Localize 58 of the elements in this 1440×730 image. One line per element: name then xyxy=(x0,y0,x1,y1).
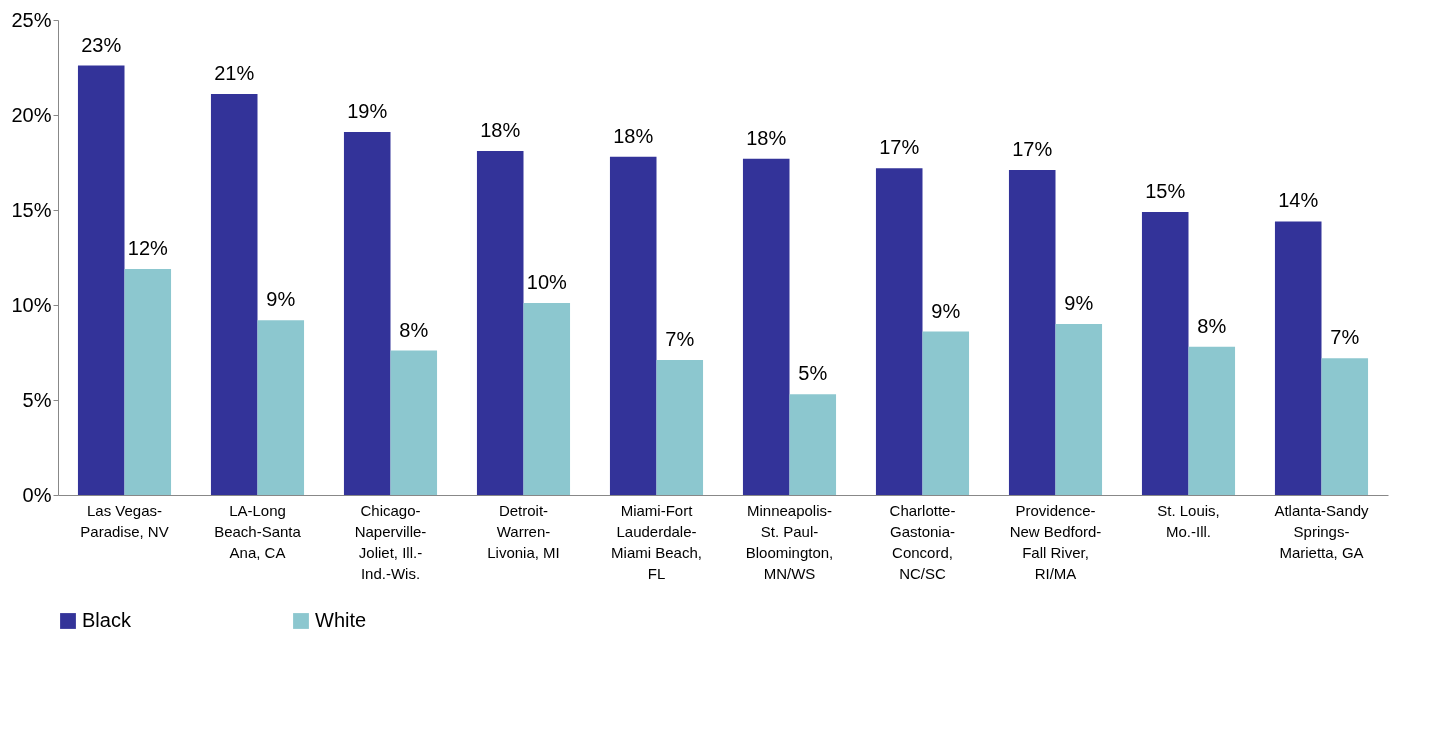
data-label: 9% xyxy=(266,288,296,311)
data-label: 14% xyxy=(1278,189,1319,212)
bar xyxy=(875,168,923,495)
y-tick-label: 5% xyxy=(22,388,52,411)
x-tick-label: Atlanta-Sandy Springs-Marietta, GA xyxy=(1274,501,1370,561)
data-label: 10% xyxy=(526,271,568,294)
bar xyxy=(609,156,657,495)
data-label: 19% xyxy=(347,100,388,123)
legend-label: White xyxy=(315,609,367,631)
legend-label: Black xyxy=(82,609,132,631)
bar xyxy=(257,320,305,495)
x-tick-label: Miami-Fort Lauderdale-Miami Beach, FL xyxy=(611,501,702,582)
data-label: 5% xyxy=(798,362,828,385)
data-label: 18% xyxy=(613,124,654,147)
data-label: 8% xyxy=(399,318,429,341)
bar xyxy=(1055,324,1103,495)
data-label: 7% xyxy=(665,328,695,351)
bar xyxy=(789,394,837,495)
x-tick-label: Chicago-Naperville-Joliet, Ill.-Ind.-Wis. xyxy=(354,501,427,582)
bar xyxy=(124,268,172,495)
y-tick-label: 15% xyxy=(11,198,52,221)
bar xyxy=(77,65,125,495)
bar xyxy=(476,151,524,495)
data-label: 9% xyxy=(931,299,961,322)
bar xyxy=(1274,221,1322,495)
x-tick-label: St. Louis, Mo.-Ill. xyxy=(1157,501,1220,540)
data-label: 23% xyxy=(81,33,122,56)
bar xyxy=(922,331,970,495)
bar xyxy=(656,360,704,495)
x-tick-label: Charlotte-Gastonia-Concord, NC/SC xyxy=(889,501,956,582)
bar xyxy=(523,303,571,495)
data-label: 8% xyxy=(1197,314,1227,337)
bar xyxy=(1141,211,1189,495)
data-label: 9% xyxy=(1064,292,1094,314)
bar xyxy=(742,158,790,495)
bar xyxy=(1321,358,1369,495)
bar xyxy=(1008,170,1056,495)
data-label: 18% xyxy=(480,119,521,142)
bar xyxy=(390,350,438,495)
data-label: 12% xyxy=(127,236,169,259)
x-tick-label: Minneapolis-St. Paul-Bloomington, MN/WS xyxy=(745,501,834,582)
data-label: 21% xyxy=(214,62,255,85)
data-label: 15% xyxy=(1145,179,1186,202)
x-tick-label: Providence-New Bedford-Fall River, RI/MA xyxy=(1009,501,1102,582)
y-tick-label: 25% xyxy=(11,8,52,31)
x-tick-label: LA-Long Beach-Santa Ana, CA xyxy=(214,501,302,561)
bar xyxy=(210,94,258,495)
data-label: 17% xyxy=(1012,138,1053,161)
y-tick-label: 10% xyxy=(11,293,52,316)
data-label: 18% xyxy=(746,126,787,149)
y-tick-label: 20% xyxy=(11,103,52,126)
y-tick-label: 0% xyxy=(22,483,52,506)
x-tick-label: Detroit-Warren-Livonia, MI xyxy=(487,501,560,561)
data-label: 17% xyxy=(879,136,920,159)
x-tick-label: Las Vegas-Paradise, NV xyxy=(80,501,169,540)
bar xyxy=(343,132,391,495)
bar xyxy=(1188,346,1236,495)
data-label: 7% xyxy=(1330,326,1360,349)
